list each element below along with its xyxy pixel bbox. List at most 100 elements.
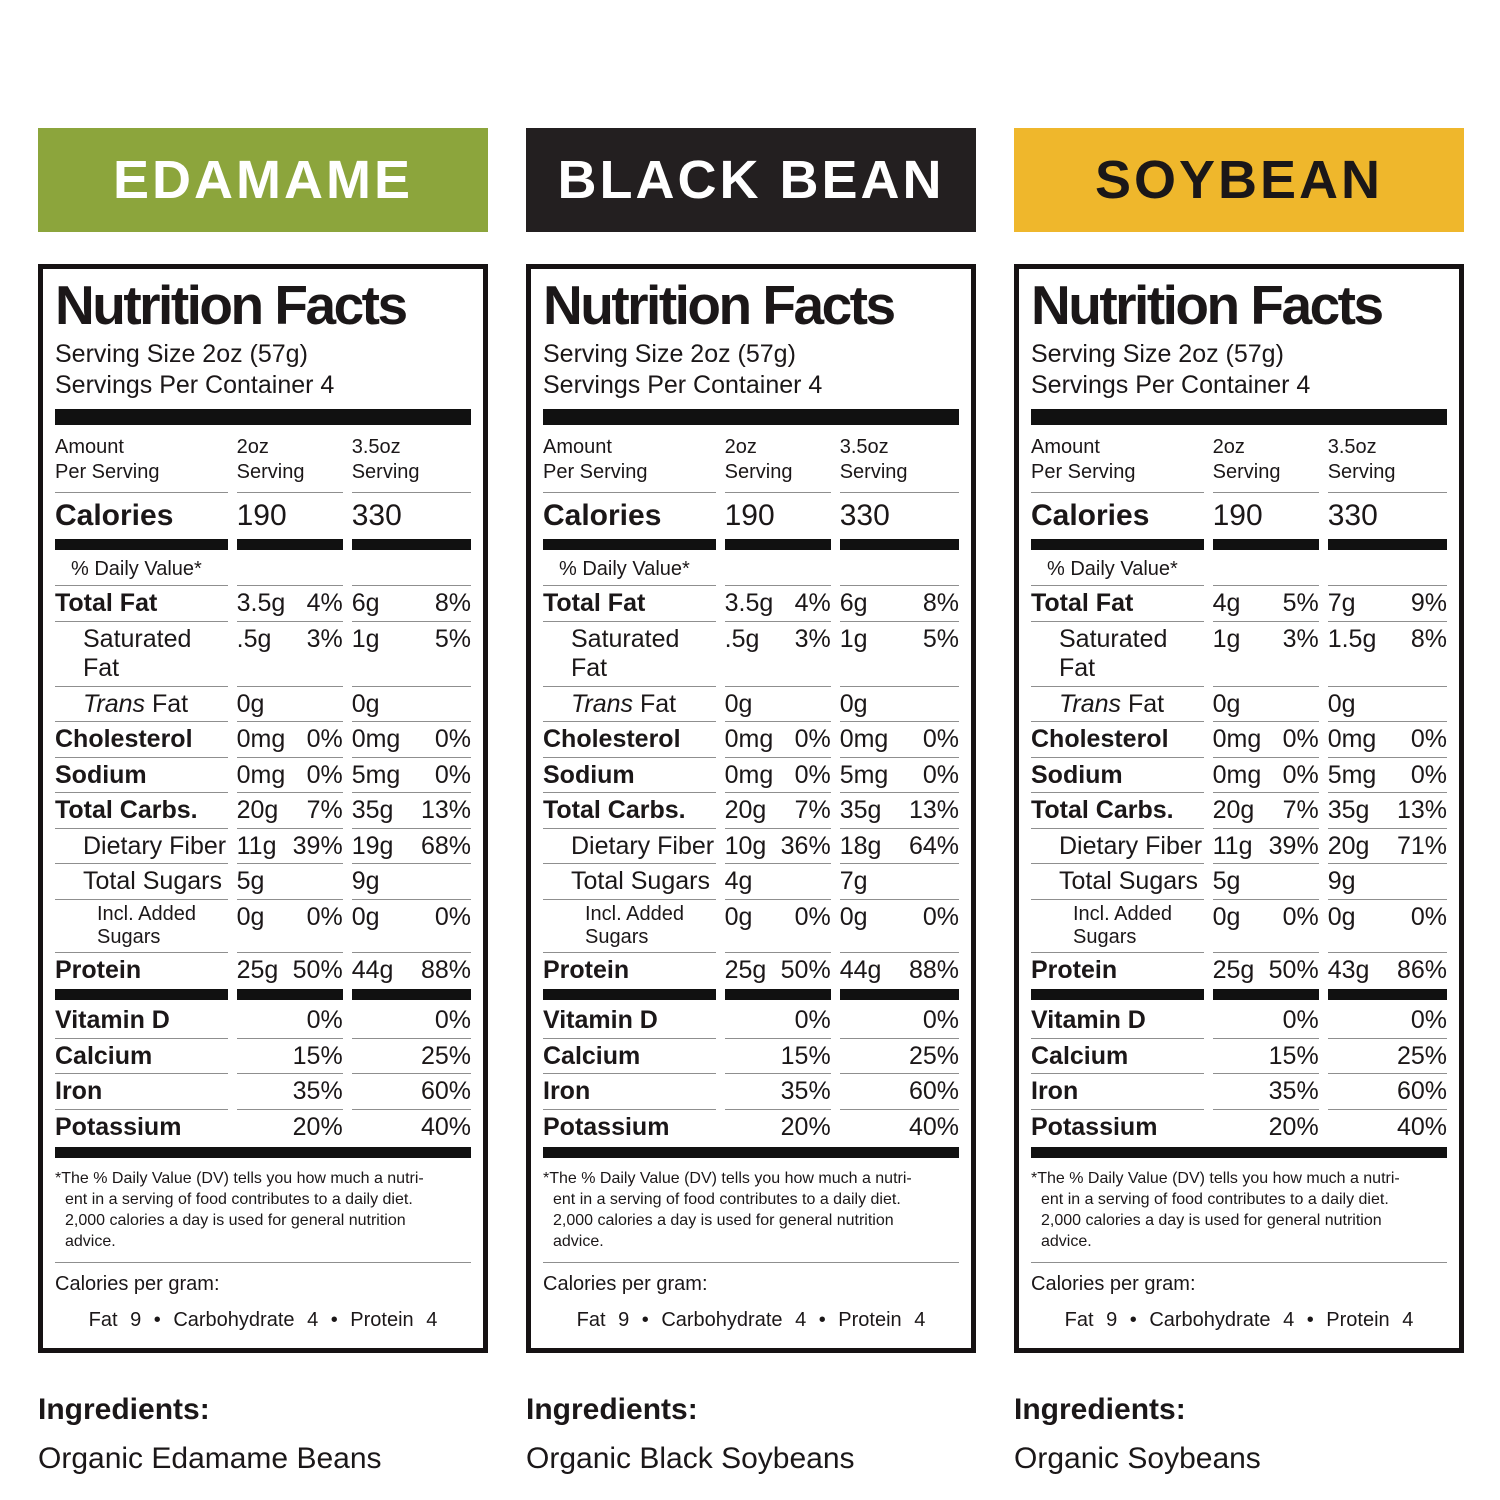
amount-2oz: 0g [1212, 902, 1241, 931]
daily-value-2oz: 3% [794, 624, 831, 653]
segmented-divider-bar [55, 537, 471, 553]
nutrition-facts-title: Nutrition Facts [1031, 274, 1384, 336]
calories-per-gram-label: Calories per gram: [1031, 1273, 1196, 1296]
serving-2oz-cell: 0g 0% [1212, 900, 1319, 953]
serving-2oz-cell: .5g 3% [724, 622, 831, 687]
amount-3-5oz: 7g [839, 867, 868, 896]
serving-2oz-cell: 0% [724, 1003, 831, 1039]
amount-3-5oz: 5mg [839, 760, 889, 789]
divider-segment [839, 539, 959, 551]
daily-value-3-5oz: 0% [922, 760, 959, 789]
calories-3-5oz-value: 330 [839, 499, 890, 533]
nutrient-row: Total Carbs. 20g 7% 35g 13% [1031, 793, 1447, 829]
nutrient-label: Cholesterol [1031, 725, 1169, 754]
nutrient-label: Incl. Added Sugars [1073, 902, 1172, 949]
serving-2oz-cell: 11g 39% [1212, 829, 1319, 865]
serving-3-5oz-cell: 1g 5% [839, 622, 959, 687]
amount-3-5oz: 35g [351, 796, 394, 825]
nutrient-row: Total Fat 3.5g 4% 6g 8% [543, 586, 959, 622]
daily-value-3-5oz: 0% [1410, 725, 1447, 754]
daily-value-2oz: 35% [1268, 1077, 1319, 1106]
serving-3-5oz-cell: 0% [1327, 1003, 1447, 1039]
servings-per-container-text: Servings Per Container 4 [55, 370, 335, 399]
nutrient-label: Incl. Added Sugars [97, 902, 196, 949]
calories-row: Calories 190 330 [55, 493, 471, 537]
daily-value-3-5oz: 0% [922, 725, 959, 754]
divider-segment [351, 989, 471, 1001]
amount-2oz: 20g [1212, 796, 1255, 825]
daily-value-footnote: *The % Daily Value (DV) tells you how mu… [543, 1161, 959, 1264]
nutrient-label-cell: Total Carbs. [1031, 793, 1204, 829]
nutrient-label: Incl. Added Sugars [585, 902, 684, 949]
vitamin-label: Iron [1031, 1074, 1204, 1110]
daily-value-3-5oz: 8% [434, 589, 471, 618]
amount-3-5oz: 0g [839, 902, 868, 931]
daily-value-3-5oz: 25% [420, 1041, 471, 1070]
nutrient-label: Protein [55, 955, 142, 984]
serving-2oz-cell: 3.5g 4% [724, 586, 831, 622]
column-header-amount-per-serving: Amount Per Serving [543, 430, 716, 494]
nutrient-label-italic: Trans [571, 689, 640, 718]
thick-divider-bar [55, 409, 471, 426]
daily-value-2oz: 15% [780, 1041, 831, 1070]
amount-3-5oz: 35g [839, 796, 882, 825]
nutrient-label-cell: Incl. Added Sugars [543, 900, 716, 953]
vitamin-row: Vitamin D 0% 0% [1031, 1003, 1447, 1039]
serving-2oz-cell: 0g [236, 687, 343, 723]
nutrient-row: Cholesterol 0mg 0% 0mg 0% [1031, 722, 1447, 758]
column-header-amount-per-serving: Amount Per Serving [1031, 430, 1204, 494]
divider-segment [1031, 989, 1204, 1001]
divider-segment [1327, 539, 1447, 551]
serving-3-5oz-cell: 7g [839, 864, 959, 900]
divider-segment [55, 989, 228, 1001]
nutrient-row: Trans Fat 0g 0g [543, 687, 959, 723]
nutrient-label: Sodium [1031, 760, 1123, 789]
serving-3-5oz-cell: 5mg 0% [1327, 758, 1447, 794]
amount-3-5oz: 6g [351, 589, 380, 618]
thick-divider-bar [543, 409, 959, 426]
nutrient-label: Saturated Fat [571, 624, 680, 683]
serving-3-5oz-cell: 44g 88% [352, 953, 471, 988]
amount-3-5oz: 35g [1327, 796, 1370, 825]
column-header-2oz-serving: 2oz Serving [724, 430, 831, 494]
nutrient-rows: Total Fat 3.5g 4% 6g 8% Saturated Fat .5g 3… [543, 586, 959, 987]
daily-value-2oz: 4% [794, 589, 831, 618]
daily-value-2oz: 50% [292, 955, 343, 984]
nutrient-row: Saturated Fat .5g 3% 1g 5% [55, 622, 471, 687]
nutrient-row: Sodium 0mg 0% 5mg 0% [543, 758, 959, 794]
calories-2oz-value: 190 [236, 499, 287, 533]
serving-2oz-cell: 0mg 0% [236, 758, 343, 794]
amount-3-5oz: 44g [839, 955, 882, 984]
serving-2oz-cell: 0mg 0% [1212, 722, 1319, 758]
nutrient-label: Total Carbs. [543, 796, 686, 825]
serving-2oz-cell: 4g 5% [1212, 586, 1319, 622]
daily-value-2oz: 0% [306, 760, 343, 789]
nutrient-row: Total Carbs. 20g 7% 35g 13% [543, 793, 959, 829]
serving-3-5oz-cell: 35g 13% [351, 793, 471, 829]
nutrition-facts-label: Nutrition Facts Serving Size 2oz (57g) S… [526, 264, 976, 1354]
daily-value-heading: % Daily Value* [543, 553, 716, 587]
nutrient-row: Dietary Fiber 11g 39% 20g 71% [1031, 829, 1447, 865]
amount-2oz: 3.5g [724, 589, 774, 618]
nutrient-label-cell: Sodium [543, 758, 716, 794]
serving-3-5oz-cell: 0mg 0% [351, 722, 471, 758]
nutrient-label: Total Sugars [1059, 867, 1198, 896]
daily-value-3-5oz: 60% [908, 1077, 959, 1106]
nutrient-row: Cholesterol 0mg 0% 0mg 0% [55, 722, 471, 758]
amount-2oz: 25g [236, 955, 279, 984]
daily-value-3-5oz: 25% [908, 1041, 959, 1070]
daily-value-3-5oz: 88% [420, 955, 471, 984]
daily-value-2oz: 0% [306, 1006, 343, 1035]
daily-value-2oz: 39% [292, 831, 343, 860]
nutrient-row: Total Carbs. 20g 7% 35g 13% [55, 793, 471, 829]
amount-2oz: 25g [1212, 955, 1255, 984]
vitamin-row: Iron 35% 60% [543, 1074, 959, 1110]
nutrient-row: Protein 25g 50% 43g 86% [1031, 953, 1447, 988]
amount-3-5oz: 0g [1327, 902, 1356, 931]
serving-3-5oz-cell: 6g 8% [351, 586, 471, 622]
nutrient-label: Total Sugars [571, 867, 710, 896]
ingredients-section: Ingredients: Organic Soybeans [1014, 1393, 1464, 1475]
empty-cell [236, 553, 343, 587]
calories-per-gram-values: Fat 9 • Carbohydrate 4 • Protein 4 [576, 1309, 926, 1332]
